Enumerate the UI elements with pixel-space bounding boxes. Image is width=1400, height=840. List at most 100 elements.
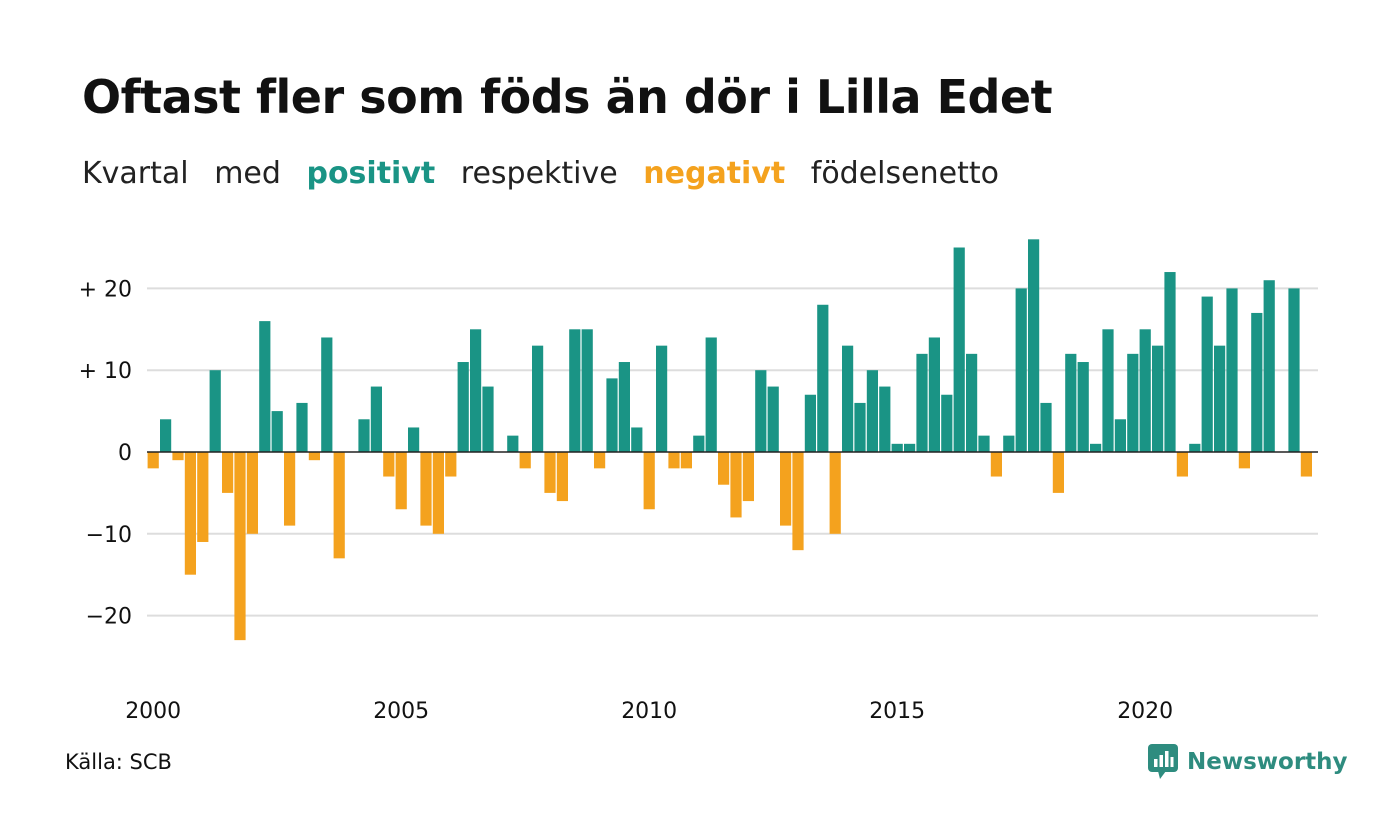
bar: [184, 452, 196, 575]
bar: [1065, 353, 1077, 452]
bar: [705, 337, 717, 452]
bar: [767, 386, 779, 452]
bar: [755, 370, 767, 452]
y-tick-label: 0: [118, 441, 132, 466]
chart-title: Oftast fler som föds än dör i Lilla Edet: [82, 70, 1053, 124]
bar: [172, 452, 184, 461]
bar: [259, 321, 271, 452]
y-tick-label: −20: [86, 605, 132, 630]
bar: [928, 337, 940, 452]
bar: [730, 452, 742, 518]
brand-logo: Newsworthy: [1148, 742, 1348, 782]
subtitle-word: födelsenetto: [810, 156, 999, 191]
bar: [482, 386, 494, 452]
bar: [1015, 288, 1027, 452]
bar: [817, 304, 829, 452]
x-tick-label: 2010: [621, 699, 677, 724]
bar: [1090, 443, 1102, 452]
bar: [1139, 329, 1151, 452]
bar: [408, 427, 420, 452]
bar: [891, 443, 903, 452]
bar: [470, 329, 482, 452]
bar: [631, 427, 643, 452]
bar: [643, 452, 655, 510]
bar: [1152, 345, 1164, 452]
bars: [147, 239, 1312, 641]
subtitle-negative-label: negativt: [643, 156, 786, 191]
bar: [160, 419, 172, 452]
bar: [866, 370, 878, 452]
bar: [1263, 280, 1275, 452]
bar: [333, 452, 345, 559]
bar: [978, 435, 990, 452]
bar: [792, 452, 804, 551]
subtitle-word: respektive: [460, 156, 618, 191]
subtitle-word: Kvartal: [82, 156, 189, 191]
bar: [941, 394, 953, 452]
bar: [1164, 272, 1176, 452]
bar: [1214, 345, 1226, 452]
bar: [358, 419, 370, 452]
y-tick-label: + 10: [79, 359, 132, 384]
bar: [321, 337, 333, 452]
bar: [445, 452, 457, 477]
chart-subtitle: Kvartal med positivt respektive negativt…: [82, 156, 1015, 191]
bar: [197, 452, 209, 542]
bar: [308, 452, 320, 461]
bar: [209, 370, 221, 452]
bar: [693, 435, 705, 452]
bar: [519, 452, 531, 469]
bar: [879, 386, 891, 452]
bar: [395, 452, 407, 510]
bar: [606, 378, 618, 452]
bar: [1251, 312, 1263, 452]
bar: [1003, 435, 1015, 452]
y-tick-label: −10: [86, 523, 132, 548]
bar: [668, 452, 680, 469]
bar: [1040, 402, 1052, 452]
bar: [1300, 452, 1312, 477]
bar: [222, 452, 234, 493]
bar: [569, 329, 581, 452]
bar: [1176, 452, 1188, 477]
subtitle-word: med: [214, 156, 281, 191]
bar: [284, 452, 296, 526]
bar: [556, 452, 568, 502]
x-tick-label: 2005: [373, 699, 429, 724]
brand-name: Newsworthy: [1187, 749, 1348, 775]
bar: [594, 452, 606, 469]
bar: [1238, 452, 1250, 469]
bar: [904, 443, 916, 452]
bar: [966, 353, 978, 452]
bar: [680, 452, 692, 469]
bar: [420, 452, 432, 526]
bar: [1201, 296, 1213, 452]
bar: [1028, 239, 1040, 452]
bar: [618, 362, 630, 452]
bar: [780, 452, 792, 526]
bar: [990, 452, 1002, 477]
bar: [432, 452, 444, 534]
bar: [234, 452, 246, 641]
bar: [1052, 452, 1064, 493]
bar: [544, 452, 556, 493]
newsworthy-chart-bubble-icon: [1148, 744, 1178, 779]
bar: [532, 345, 544, 452]
y-tick-label: + 20: [79, 277, 132, 302]
bar: [1114, 419, 1126, 452]
bar: [1226, 288, 1238, 452]
bar: [271, 411, 283, 452]
bar: [383, 452, 395, 477]
x-tick-label: 2000: [125, 699, 181, 724]
bar: [656, 345, 668, 452]
bar: [1102, 329, 1114, 452]
bar: [296, 402, 308, 452]
bar: [581, 329, 593, 452]
source-note: Källa: SCB: [65, 750, 172, 774]
subtitle-positive-label: positivt: [306, 156, 436, 191]
bar: [507, 435, 519, 452]
x-tick-label: 2020: [1117, 699, 1173, 724]
bar: [842, 345, 854, 452]
bar: [916, 353, 928, 452]
x-tick-label: 2015: [869, 699, 925, 724]
